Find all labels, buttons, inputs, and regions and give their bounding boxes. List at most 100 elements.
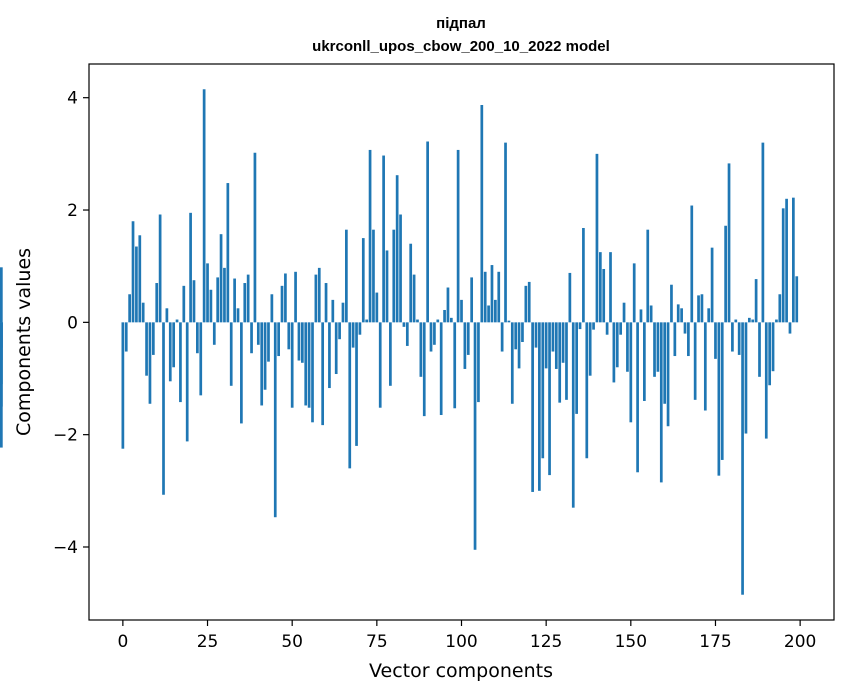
bar xyxy=(145,322,148,376)
bar xyxy=(483,271,487,323)
x-tick-label: 75 xyxy=(366,632,388,652)
bar xyxy=(287,322,291,350)
bar xyxy=(473,322,477,550)
bar xyxy=(270,294,274,323)
bar xyxy=(497,271,501,323)
bar xyxy=(436,319,440,323)
bar xyxy=(314,274,318,323)
bar xyxy=(656,322,660,372)
bar xyxy=(175,319,179,323)
bar xyxy=(551,322,555,352)
bar xyxy=(236,308,240,323)
bar xyxy=(670,284,673,323)
bar xyxy=(720,322,724,460)
bar xyxy=(378,322,382,408)
bar xyxy=(172,322,176,368)
bar xyxy=(250,322,253,354)
bar xyxy=(548,322,551,476)
bar xyxy=(514,322,518,350)
bar xyxy=(521,322,524,342)
bar xyxy=(541,322,545,459)
bar xyxy=(128,294,131,323)
bar xyxy=(219,234,223,323)
bar xyxy=(368,149,372,323)
bar xyxy=(561,322,565,363)
bar xyxy=(317,267,321,323)
bar xyxy=(246,274,250,323)
bar xyxy=(185,322,189,442)
bar xyxy=(700,294,704,323)
bar xyxy=(263,322,267,390)
bar xyxy=(639,309,643,323)
bar xyxy=(433,322,436,345)
bar xyxy=(500,322,504,352)
bar xyxy=(710,247,714,323)
bar xyxy=(294,271,297,323)
bar xyxy=(792,197,795,323)
bar xyxy=(747,317,751,323)
bar xyxy=(412,274,416,323)
bar xyxy=(697,295,700,323)
bar xyxy=(162,322,165,495)
bar xyxy=(358,322,362,335)
bar xyxy=(643,322,646,401)
bar xyxy=(361,238,365,323)
bar xyxy=(443,309,446,323)
bar xyxy=(0,322,3,448)
bar xyxy=(155,283,159,323)
bar xyxy=(588,322,592,376)
bar xyxy=(0,267,3,323)
bar xyxy=(297,322,301,361)
bar xyxy=(477,322,480,403)
bar xyxy=(490,265,494,323)
bar xyxy=(744,322,748,434)
bar xyxy=(480,105,484,323)
bar xyxy=(460,299,463,323)
bar xyxy=(209,289,213,323)
bar xyxy=(646,229,650,323)
bar xyxy=(135,246,138,323)
bar xyxy=(307,322,311,408)
bar xyxy=(568,272,572,323)
bar xyxy=(737,322,741,355)
bar xyxy=(192,280,196,323)
bar xyxy=(324,283,328,323)
bar xyxy=(724,225,727,323)
bar xyxy=(731,322,734,352)
bar xyxy=(422,322,426,417)
bar xyxy=(223,267,226,323)
bar xyxy=(199,322,203,396)
bar xyxy=(741,322,744,595)
y-tick-label: 0 xyxy=(67,313,78,333)
bar xyxy=(229,322,233,386)
bar xyxy=(439,322,443,416)
bar xyxy=(131,221,135,323)
bar xyxy=(663,322,667,404)
bar xyxy=(402,322,406,327)
bar xyxy=(687,322,690,357)
bar xyxy=(595,153,599,323)
bar xyxy=(148,322,152,404)
bar xyxy=(554,322,558,369)
bar xyxy=(504,142,507,323)
bar xyxy=(405,322,409,346)
bar xyxy=(714,322,717,359)
bar xyxy=(575,322,578,414)
bar xyxy=(233,278,236,323)
bar xyxy=(487,305,490,323)
bar xyxy=(609,252,612,323)
bar xyxy=(280,285,284,323)
bar xyxy=(216,277,220,323)
bar xyxy=(392,229,396,323)
bar xyxy=(240,322,243,424)
bar xyxy=(517,322,521,369)
chart-title-line-1: підпал xyxy=(436,15,486,32)
bar xyxy=(273,322,277,518)
bar xyxy=(389,322,392,386)
x-axis-ticks: 0 25 50 75 100 125 150 175 200 xyxy=(117,620,816,652)
bar xyxy=(124,322,128,352)
bar xyxy=(429,322,433,352)
bar xyxy=(602,268,606,323)
bar xyxy=(673,322,677,357)
bar xyxy=(761,142,765,323)
